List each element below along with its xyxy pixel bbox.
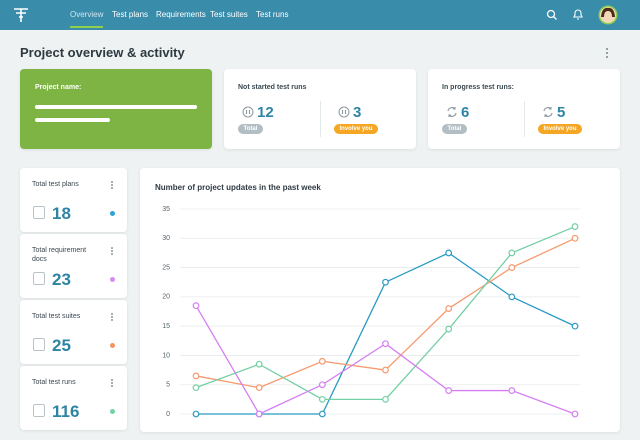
data-point — [571, 322, 579, 330]
data-point — [192, 372, 200, 380]
nav-item[interactable]: Requirements — [156, 10, 206, 19]
stat-label: Total test plans — [32, 181, 79, 188]
badge: Total — [238, 124, 263, 134]
search-icon[interactable] — [546, 9, 558, 21]
run-count: 5 — [557, 104, 566, 121]
data-point — [255, 360, 263, 368]
pause-icon — [338, 106, 350, 118]
run-card: Not started test runs 12 Total 3 Involve you — [224, 69, 416, 149]
bell-icon[interactable] — [572, 8, 584, 21]
nav-item[interactable]: Overview — [70, 10, 104, 28]
stat-value: 23 — [52, 270, 71, 289]
data-point — [508, 293, 516, 301]
stat-card: Total requirement docs 23 — [20, 234, 127, 298]
run-count: 12 — [257, 104, 274, 121]
more-menu[interactable] — [111, 247, 113, 249]
chart-card: Number of project updates in the past we… — [140, 168, 620, 432]
status-dot — [110, 277, 115, 282]
logo — [14, 8, 28, 22]
divider — [524, 101, 525, 137]
data-point — [318, 395, 326, 403]
stat-label: Total test suites — [32, 313, 81, 320]
more-menu[interactable] — [111, 313, 113, 315]
nav-item[interactable]: Test plans — [112, 10, 149, 19]
run-card-title: In progress test runs: — [442, 84, 514, 91]
data-point — [382, 366, 389, 374]
data-point — [571, 410, 579, 418]
stat-icon — [33, 206, 45, 219]
project-card: Project name: — [20, 69, 212, 149]
y-tick-label: 20 — [162, 294, 170, 301]
y-tick-label: 35 — [162, 206, 170, 213]
data-point — [192, 384, 200, 392]
nav-item[interactable]: Test suites — [210, 10, 248, 19]
data-point — [382, 278, 389, 286]
badge: Involve you — [334, 124, 378, 134]
y-tick-label: 10 — [162, 352, 170, 359]
y-tick-label: 0 — [166, 411, 170, 418]
pause-icon — [242, 106, 254, 118]
y-tick-label: 25 — [162, 264, 170, 271]
data-point — [318, 381, 326, 389]
stat-card: Total test runs 116 — [20, 366, 127, 430]
nav-item[interactable]: Test runs — [256, 10, 289, 19]
stat-label: Total test runs — [32, 379, 76, 386]
stat-card: Total test suites 25 — [20, 300, 127, 364]
y-tick-label: 5 — [166, 382, 170, 389]
more-menu[interactable] — [111, 181, 113, 183]
status-dot — [110, 409, 115, 414]
y-tick-label: 15 — [162, 323, 170, 330]
stat-icon — [33, 272, 45, 285]
more-menu[interactable] — [604, 47, 610, 61]
divider — [320, 101, 321, 137]
stat-icon — [33, 404, 45, 417]
stat-icon — [33, 338, 45, 351]
stat-label: Total requirement docs — [32, 247, 87, 263]
avatar[interactable] — [598, 5, 618, 25]
run-card-title: Not started test runs — [238, 84, 307, 91]
data-point — [445, 249, 453, 257]
data-point — [192, 302, 200, 310]
data-point — [255, 384, 263, 392]
data-point — [318, 357, 326, 365]
chart: Number of project updates in the past we… — [155, 183, 580, 418]
stat-value: 18 — [52, 204, 71, 223]
stat-card: Total test plans 18 — [20, 168, 127, 232]
badge: Involve you — [538, 124, 582, 134]
y-tick-label: 30 — [162, 235, 170, 242]
project-label: Project name: — [35, 84, 82, 91]
page-title: Project overview & activity — [20, 45, 185, 60]
more-menu[interactable] — [111, 379, 113, 381]
status-dot — [110, 343, 115, 348]
series-line — [195, 237, 576, 389]
data-point — [445, 305, 453, 312]
sync-icon — [543, 107, 553, 117]
data-point — [445, 387, 453, 394]
data-point — [508, 264, 516, 271]
stat-value: 25 — [52, 336, 71, 355]
top-nav: Overview Test plans Requirements Test suite… — [0, 0, 640, 30]
data-point — [571, 234, 579, 242]
series-line — [196, 252, 576, 415]
run-count: 6 — [461, 104, 470, 121]
run-count: 3 — [353, 104, 362, 121]
placeholder-bar — [35, 118, 110, 122]
run-card: In progress test runs: 6 Total 5 Involve you — [428, 69, 620, 149]
data-point — [445, 325, 453, 333]
data-point — [382, 395, 389, 403]
data-point — [318, 410, 326, 418]
placeholder-bar — [35, 105, 197, 109]
badge: Total — [442, 124, 467, 134]
data-point — [192, 410, 200, 418]
stat-value: 116 — [52, 402, 80, 421]
data-point — [571, 223, 579, 230]
data-point — [382, 340, 389, 348]
chart-title: Number of project updates in the past we… — [155, 183, 321, 192]
data-point — [508, 387, 516, 394]
data-point — [508, 249, 516, 257]
data-point — [255, 410, 263, 418]
status-dot — [110, 211, 115, 216]
sync-icon — [447, 107, 457, 117]
